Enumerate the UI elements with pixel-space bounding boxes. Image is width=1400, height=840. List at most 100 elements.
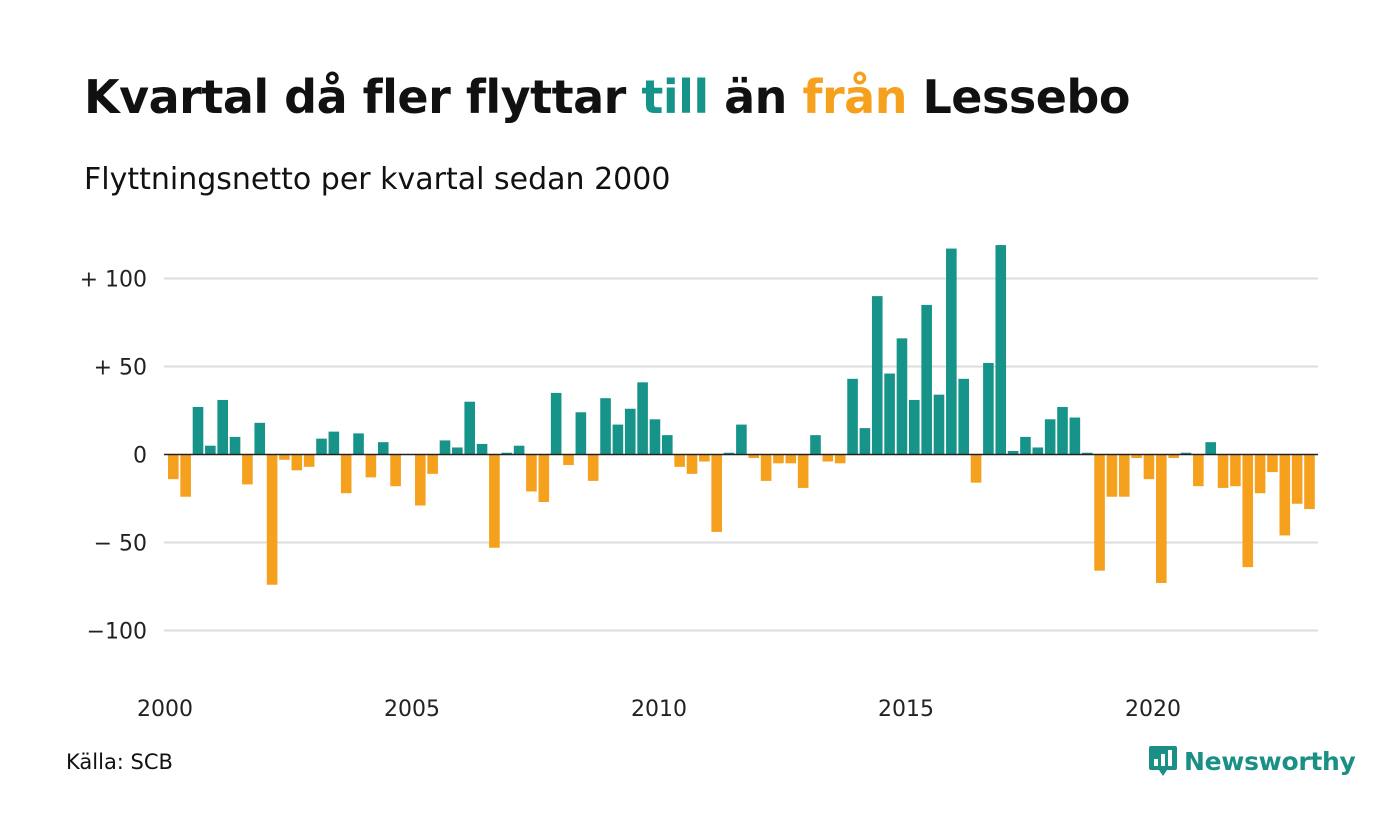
bar — [637, 382, 648, 455]
x-axis: 2000 2005 2010 2015 2020 — [137, 697, 1181, 722]
bar — [946, 248, 957, 455]
bar — [1267, 454, 1278, 473]
bar — [995, 245, 1007, 455]
bar — [328, 431, 340, 455]
bar-chart-badge-icon — [1149, 746, 1177, 776]
bar — [575, 412, 587, 455]
bar — [279, 454, 290, 460]
bar — [773, 454, 784, 464]
bar — [1217, 454, 1229, 488]
title-part-1: Kvartal då fler flyttar — [84, 70, 642, 124]
bar — [1156, 454, 1167, 583]
x-tick-label: 2015 — [878, 697, 934, 722]
title-word-fran: från — [802, 70, 907, 124]
bar-chart: + 100 + 50 0 − 50 −100 2000 2005 2010 2015 2020 — [80, 245, 1318, 722]
bar — [587, 454, 599, 481]
bar — [353, 433, 364, 455]
bar — [316, 438, 327, 455]
bar — [427, 454, 438, 474]
bar — [1205, 442, 1216, 455]
bar — [377, 442, 389, 455]
bar — [1168, 454, 1179, 459]
bar — [970, 454, 982, 483]
bar — [291, 454, 303, 471]
bar — [1193, 454, 1204, 487]
bar — [785, 454, 797, 464]
bar — [1020, 436, 1031, 455]
bar — [958, 378, 969, 455]
bar — [649, 419, 661, 455]
bar — [415, 454, 426, 506]
title-part-3: än — [708, 70, 803, 124]
bar — [797, 454, 809, 488]
bar — [254, 422, 266, 455]
bar — [464, 401, 475, 455]
bar — [674, 454, 685, 467]
y-tick-label: 0 — [133, 444, 147, 469]
bar — [983, 362, 994, 455]
bar — [1279, 454, 1291, 536]
bar — [1242, 454, 1254, 568]
bar — [303, 454, 315, 467]
bar — [736, 424, 747, 455]
bar — [1291, 454, 1303, 504]
bar — [847, 378, 858, 455]
bar — [452, 447, 463, 455]
bar — [365, 454, 377, 478]
y-axis: + 100 + 50 0 − 50 −100 — [80, 268, 147, 645]
title-word-till: till — [641, 70, 709, 124]
bar — [933, 394, 945, 455]
bar — [600, 398, 611, 455]
bar — [550, 392, 562, 455]
bar — [1230, 454, 1241, 487]
y-tick-label: + 100 — [80, 268, 147, 293]
bar — [1118, 454, 1130, 497]
brand-logo: Newsworthy — [1148, 744, 1356, 778]
bar — [242, 454, 253, 485]
bar — [612, 424, 624, 455]
bar — [760, 454, 772, 481]
bar — [439, 440, 451, 455]
bar — [476, 443, 488, 455]
bar — [168, 454, 179, 480]
bar — [1131, 454, 1142, 459]
bar — [205, 445, 216, 455]
bar — [699, 454, 710, 462]
bar — [563, 454, 574, 466]
bar — [1007, 450, 1019, 455]
bar — [810, 435, 821, 455]
bar — [192, 406, 204, 455]
chart-title: Kvartal då fler flyttar till än från Les… — [84, 70, 1130, 124]
bar — [1180, 452, 1192, 455]
gridlines — [164, 277, 1318, 632]
bar — [662, 435, 673, 455]
source-note: Källa: SCB — [66, 750, 173, 774]
bar — [1044, 419, 1056, 455]
bar — [489, 454, 500, 548]
bar — [884, 373, 895, 455]
bar — [1094, 454, 1105, 571]
bar — [266, 454, 278, 585]
brand-name: Newsworthy — [1184, 746, 1356, 776]
bar — [871, 296, 883, 455]
bar — [1143, 454, 1155, 480]
bar — [1057, 406, 1068, 455]
bar — [526, 454, 537, 492]
bar — [340, 454, 352, 494]
bar — [1081, 452, 1093, 455]
bar — [748, 454, 760, 459]
y-tick-label: −100 — [87, 620, 147, 645]
bar — [1032, 447, 1044, 455]
bar — [624, 408, 636, 455]
bar — [834, 454, 846, 464]
bar — [822, 454, 834, 462]
y-tick-label: + 50 — [94, 356, 147, 381]
bar — [217, 399, 228, 455]
x-tick-label: 2010 — [631, 697, 687, 722]
x-tick-label: 2020 — [1125, 697, 1181, 722]
bar — [1304, 454, 1315, 510]
bar — [1106, 454, 1118, 497]
bar — [723, 452, 735, 455]
bar — [896, 338, 908, 455]
y-tick-label: − 50 — [94, 532, 147, 557]
